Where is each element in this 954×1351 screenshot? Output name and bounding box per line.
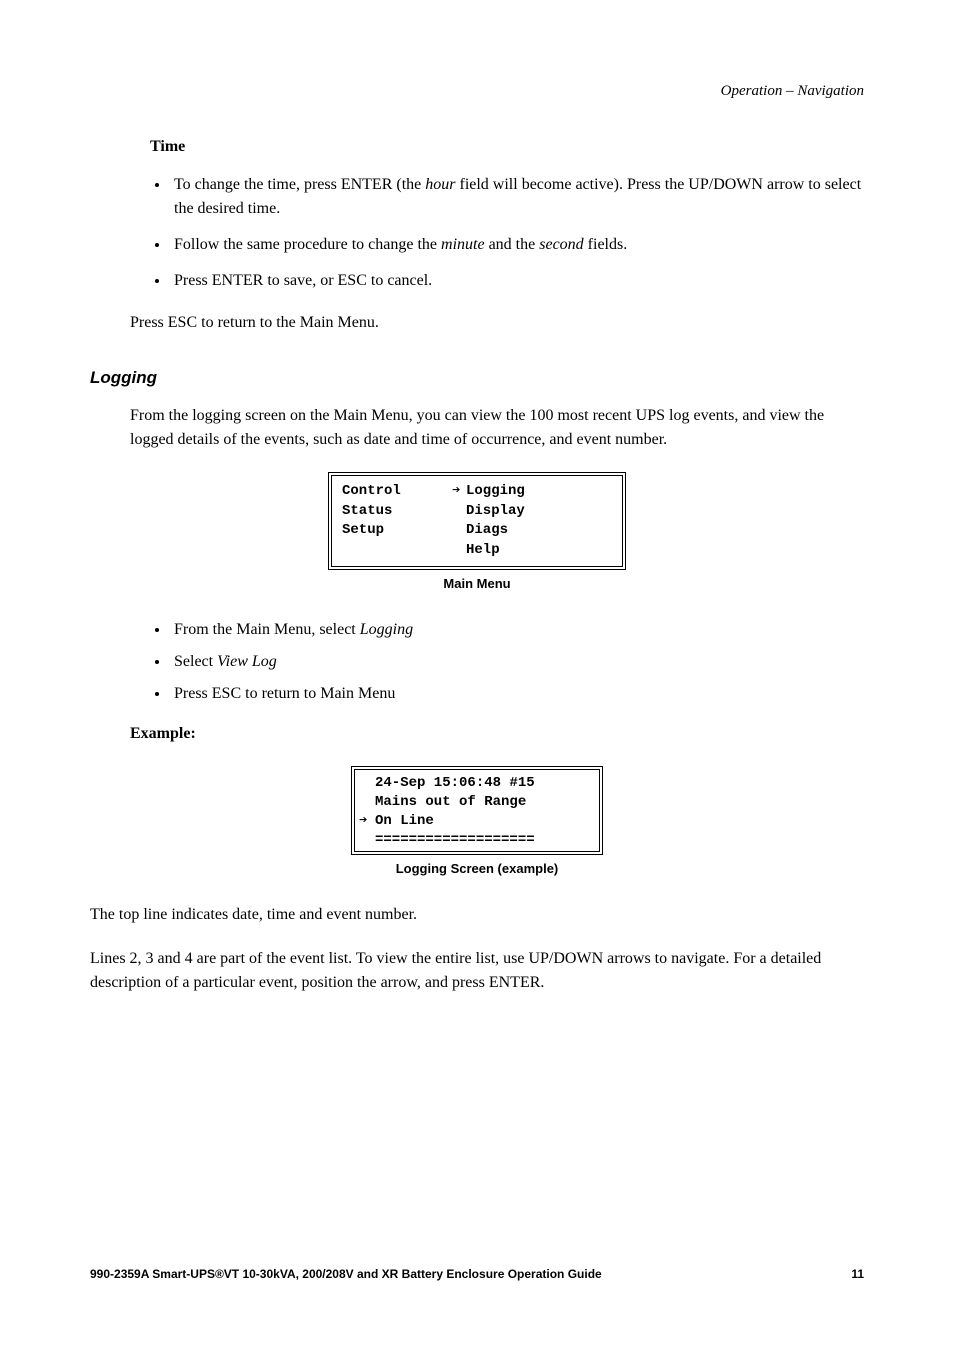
page-footer: 990-2359A Smart-UPS®VT 10-30kVA, 200/208… (90, 1265, 864, 1283)
time-bullets: To change the time, press ENTER (the hou… (150, 173, 864, 293)
main-menu-lcd: Control ➔ Logging Status Display Setup D… (328, 472, 626, 570)
lcd-line: =================== (361, 831, 591, 850)
text: On Line (375, 813, 434, 829)
example-label: Example: (130, 722, 864, 746)
footer-page-number: 11 (851, 1265, 864, 1283)
pointer-icon: ➔ (452, 482, 466, 502)
lcd-cell: Setup (342, 521, 452, 541)
logging-steps: From the Main Menu, select Logging Selec… (150, 618, 864, 706)
time-heading: Time (150, 135, 864, 159)
text: Follow the same procedure to change the (174, 236, 441, 253)
text: To change the time, press ENTER (the (174, 176, 425, 193)
list-item: Select View Log (170, 650, 864, 674)
emphasis: second (539, 236, 583, 253)
footer-left: 990-2359A Smart-UPS®VT 10-30kVA, 200/208… (90, 1265, 602, 1283)
list-item: Press ESC to return to Main Menu (170, 682, 864, 706)
pointer-icon: ➔ (359, 812, 367, 831)
emphasis: Logging (360, 621, 413, 638)
lcd-cell: Diags (466, 521, 612, 541)
list-item: Follow the same procedure to change the … (170, 233, 864, 257)
text: From the Main Menu, select (174, 621, 360, 638)
list-item: To change the time, press ENTER (the hou… (170, 173, 864, 221)
lcd-cell: Help (466, 541, 612, 561)
text: and the (485, 236, 540, 253)
logging-screen-caption: Logging Screen (example) (90, 859, 864, 879)
text: fields. (584, 236, 628, 253)
list-item: Press ENTER to save, or ESC to cancel. (170, 269, 864, 293)
emphasis: minute (441, 236, 485, 253)
logging-heading: Logging (90, 365, 864, 391)
text: Select (174, 653, 217, 670)
lcd-cell: Logging (466, 482, 612, 502)
lcd-cell: Control (342, 482, 452, 502)
lcd-cell: Display (466, 502, 612, 522)
explain-1: The top line indicates date, time and ev… (90, 903, 864, 927)
list-item: From the Main Menu, select Logging (170, 618, 864, 642)
lcd-line: 24-Sep 15:06:48 #15 (361, 774, 591, 793)
lcd-line: Mains out of Range (361, 793, 591, 812)
page-header-section: Operation – Navigation (90, 80, 864, 103)
logging-screen-lcd: 24-Sep 15:06:48 #15 Mains out of Range ➔… (351, 766, 603, 856)
logging-intro: From the logging screen on the Main Menu… (130, 404, 864, 452)
emphasis: hour (425, 176, 455, 193)
main-menu-caption: Main Menu (90, 574, 864, 594)
emphasis: View Log (217, 653, 277, 670)
explain-2: Lines 2, 3 and 4 are part of the event l… (90, 947, 864, 995)
lcd-line: ➔ On Line (361, 812, 591, 831)
esc-note: Press ESC to return to the Main Menu. (130, 311, 864, 335)
lcd-cell: Status (342, 502, 452, 522)
